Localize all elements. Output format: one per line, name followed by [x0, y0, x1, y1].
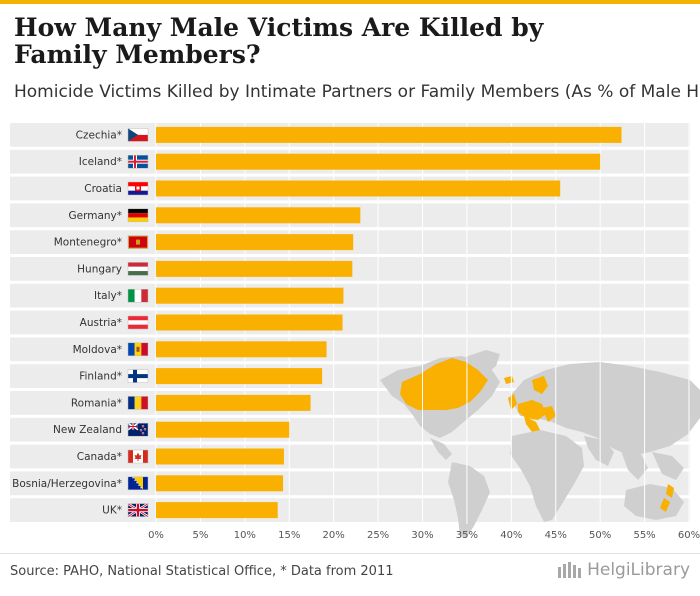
bar — [156, 287, 344, 304]
footer-divider — [0, 553, 700, 554]
bar — [156, 502, 278, 519]
x-tick-label: 0% — [148, 530, 164, 541]
world-map-inset — [380, 350, 700, 538]
x-tick-label: 35% — [456, 530, 478, 541]
bosnia-herzegovina-flag-icon — [127, 476, 149, 491]
category-label: Romania* — [71, 397, 122, 409]
category-label: Czechia* — [76, 129, 122, 141]
bar — [156, 475, 284, 492]
x-tick-label: 45% — [545, 530, 567, 541]
bar — [156, 126, 622, 143]
x-tick-label: 55% — [633, 530, 655, 541]
uk-flag-icon — [127, 502, 149, 518]
bar — [156, 448, 284, 465]
category-labels: Czechia* Iceland* Croatia Germany* Montenegr… — [12, 129, 122, 516]
category-label: Moldova* — [73, 344, 122, 356]
category-label: Italy* — [94, 290, 122, 302]
austria-flag-icon — [127, 315, 149, 330]
x-axis-ticks: 0% 5% 10% 15% 20% 25% 30% 35% 40% 45% 50% 55% 60% — [148, 530, 700, 541]
x-tick-label: 40% — [500, 530, 522, 541]
chart-title: How Many Male Victims Are Killed by Fami… — [14, 13, 544, 69]
x-tick-label: 50% — [589, 530, 611, 541]
bar — [156, 341, 327, 358]
map-landmass — [542, 406, 556, 422]
x-tick-label: 10% — [234, 530, 256, 541]
map-landmass — [510, 430, 584, 522]
romania-flag-icon — [127, 396, 149, 410]
moldova-flag-icon — [127, 342, 149, 357]
map-landmass — [620, 448, 648, 480]
map-landmass — [584, 436, 614, 466]
category-label: Austria* — [80, 317, 122, 329]
map-landmass — [524, 416, 542, 434]
canada-flag-icon — [127, 449, 149, 464]
category-label: Croatia — [84, 183, 122, 195]
montenegro-flag-icon — [127, 235, 149, 249]
map-landmass — [660, 498, 670, 512]
bar — [156, 207, 361, 224]
category-label: Germany* — [68, 210, 122, 222]
x-tick-label: 20% — [323, 530, 345, 541]
top-accent-bar — [0, 0, 700, 4]
italy-flag-icon — [127, 288, 149, 303]
bar — [156, 180, 561, 197]
category-label: Bosnia/Herzegovina* — [12, 478, 122, 490]
logo-text: HelgiLibrary — [587, 560, 690, 580]
map-landmass — [510, 362, 700, 456]
category-label: Hungary — [77, 263, 122, 275]
map-landmass — [518, 400, 546, 420]
helgilibrary-logo[interactable]: HelgiLibrary — [557, 560, 690, 580]
map-landmass — [666, 484, 674, 498]
source-note: Source: PAHO, National Statistical Offic… — [10, 564, 394, 579]
croatia-flag-icon — [127, 181, 149, 196]
bar-chart: Czechia* Iceland* Croatia Germany* Montenegr… — [10, 122, 700, 541]
bar — [156, 368, 323, 385]
category-label: UK* — [102, 505, 122, 517]
bar — [156, 421, 290, 438]
map-landmass — [508, 394, 517, 410]
map-landmass — [430, 438, 452, 460]
bar — [156, 314, 343, 331]
flags — [127, 128, 149, 518]
new-zealand-flag-icon — [127, 422, 149, 437]
czechia-flag-icon — [127, 128, 149, 142]
bars — [156, 126, 622, 519]
map-landmass — [652, 452, 684, 480]
bar — [156, 394, 311, 411]
library-icon — [558, 562, 582, 578]
chart-subtitle: Homicide Victims Killed by Intimate Part… — [14, 82, 700, 102]
bar — [156, 234, 354, 251]
x-tick-label: 25% — [367, 530, 389, 541]
finland-flag-icon — [127, 369, 149, 383]
bar — [156, 153, 601, 170]
x-tick-label: 60% — [678, 530, 700, 541]
category-label: Montenegro* — [54, 237, 122, 249]
category-label: New Zealand — [53, 424, 122, 436]
hungary-flag-icon — [127, 262, 149, 276]
map-landmass — [448, 462, 490, 538]
iceland-flag-icon — [127, 154, 149, 169]
category-label: Finland* — [79, 371, 122, 383]
category-label: Canada* — [77, 451, 122, 463]
germany-flag-icon — [127, 208, 149, 223]
category-label: Iceland* — [79, 156, 122, 168]
x-tick-label: 5% — [192, 530, 208, 541]
bar — [156, 260, 353, 277]
x-tick-label: 15% — [278, 530, 300, 541]
x-tick-label: 30% — [411, 530, 433, 541]
map-landmass — [532, 376, 548, 394]
